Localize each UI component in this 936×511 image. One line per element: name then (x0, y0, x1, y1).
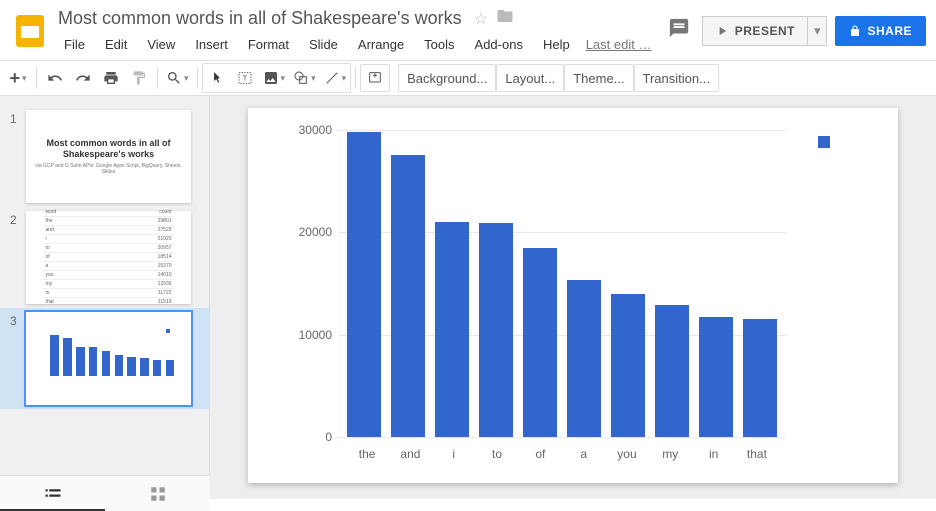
slide-number: 2 (10, 211, 26, 304)
menu-format[interactable]: Format (238, 33, 299, 56)
grid-view-button[interactable] (105, 476, 210, 511)
transition-button[interactable]: Transition... (634, 64, 719, 92)
comments-icon[interactable] (664, 13, 694, 49)
x-tick-label: and (393, 441, 427, 465)
slide-number: 3 (10, 312, 26, 405)
comment-button[interactable] (360, 64, 390, 92)
folder-icon[interactable] (496, 7, 514, 30)
x-tick-label: you (610, 441, 644, 465)
menu-tools[interactable]: Tools (414, 33, 464, 56)
y-tick-label: 20000 (270, 225, 332, 239)
line-button[interactable]: ▾ (320, 64, 351, 92)
x-tick-label: of (523, 441, 557, 465)
x-tick-label: a (567, 441, 601, 465)
bar-chart: 0 10000 20000 30000 theanditoofayoumyinthat (270, 126, 876, 465)
slide-thumbnail-2[interactable]: 2wordcountthe29801and27529i21029to20957o… (0, 207, 209, 308)
present-label: PRESENT (735, 24, 795, 38)
bar (435, 222, 470, 437)
last-edit-link[interactable]: Last edit … (586, 33, 652, 56)
undo-button[interactable] (41, 64, 69, 92)
background-button[interactable]: Background... (398, 64, 496, 92)
x-tick-label: my (653, 441, 687, 465)
canvas: 0 10000 20000 30000 theanditoofayoumyinthat (210, 96, 936, 499)
slide-thumb-content: wordcountthe29801and27529i21029to20957of… (26, 211, 191, 304)
x-tick-label: i (437, 441, 471, 465)
x-tick-label: that (740, 441, 774, 465)
menu-bar: FileEditViewInsertFormatSlideArrangeTool… (54, 33, 664, 56)
filmstrip-view-button[interactable] (0, 476, 105, 511)
shape-button[interactable]: ▾ (289, 64, 320, 92)
bar (655, 305, 690, 437)
lock-icon (849, 25, 861, 37)
slides-app-icon[interactable] (10, 11, 50, 51)
bar (391, 155, 426, 437)
bar (743, 319, 778, 437)
print-button[interactable] (97, 64, 125, 92)
menu-slide[interactable]: Slide (299, 33, 348, 56)
svg-text:T: T (242, 74, 247, 83)
bar (347, 132, 382, 437)
theme-button[interactable]: Theme... (564, 64, 633, 92)
share-label: SHARE (867, 24, 912, 38)
slide-thumb-content (26, 312, 191, 405)
x-tick-label: the (350, 441, 384, 465)
y-tick-label: 30000 (270, 123, 332, 137)
menu-addons[interactable]: Add-ons (465, 33, 533, 56)
menu-help[interactable]: Help (533, 33, 580, 56)
legend-marker (818, 136, 830, 148)
doc-title[interactable]: Most common words in all of Shakespeare'… (54, 6, 466, 31)
present-button[interactable]: PRESENT ▾ (702, 16, 828, 46)
redo-button[interactable] (69, 64, 97, 92)
gridline (338, 437, 786, 438)
bar (523, 248, 558, 437)
x-tick-label: to (480, 441, 514, 465)
slide-panel: 1Most common words in all of Shakespeare… (0, 96, 210, 499)
menu-view[interactable]: View (137, 33, 185, 56)
menu-file[interactable]: File (54, 33, 95, 56)
header: Most common words in all of Shakespeare'… (0, 0, 936, 56)
slide-thumbnail-3[interactable]: 3 (0, 308, 209, 409)
slide-thumbnail-1[interactable]: 1Most common words in all of Shakespeare… (0, 106, 209, 207)
view-mode-bar (0, 475, 210, 511)
toolbar: +▾ ▾ T ▾ ▾ ▾ Background... Layout... The… (0, 60, 936, 96)
paint-format-button[interactable] (125, 64, 153, 92)
layout-button[interactable]: Layout... (496, 64, 564, 92)
y-tick-label: 10000 (270, 328, 332, 342)
bar (567, 280, 602, 437)
share-button[interactable]: SHARE (835, 16, 926, 46)
present-dropdown-icon[interactable]: ▾ (808, 23, 827, 39)
slide-thumb-content: Most common words in all of Shakespeare'… (26, 110, 191, 203)
new-slide-button[interactable]: +▾ (4, 64, 32, 92)
star-icon[interactable]: ☆ (474, 9, 488, 29)
image-button[interactable]: ▾ (259, 64, 290, 92)
bar (699, 317, 734, 437)
menu-arrange[interactable]: Arrange (348, 33, 414, 56)
menu-insert[interactable]: Insert (185, 33, 238, 56)
menu-edit[interactable]: Edit (95, 33, 137, 56)
slide-number: 1 (10, 110, 26, 203)
bar (611, 294, 646, 437)
textbox-button[interactable]: T (231, 64, 259, 92)
x-tick-label: in (697, 441, 731, 465)
play-icon (715, 24, 729, 38)
bar (479, 223, 514, 437)
select-tool-button[interactable] (203, 64, 231, 92)
slide-main[interactable]: 0 10000 20000 30000 theanditoofayoumyinthat (248, 108, 898, 483)
zoom-button[interactable]: ▾ (162, 64, 193, 92)
y-tick-label: 0 (270, 430, 332, 444)
